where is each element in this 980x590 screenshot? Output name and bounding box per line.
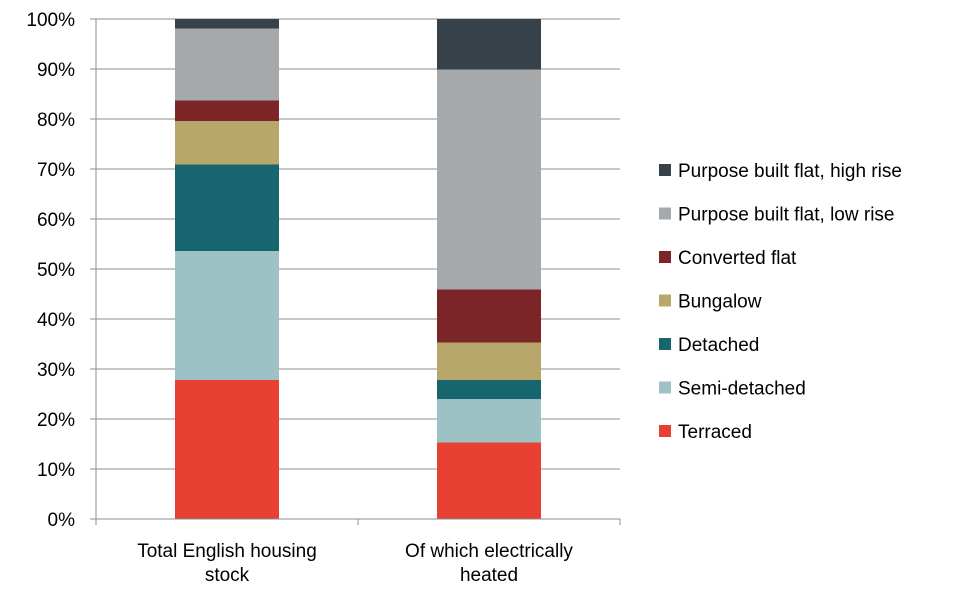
y-tick-label: 10% bbox=[37, 460, 75, 481]
y-tick-label: 50% bbox=[37, 260, 75, 281]
legend-label: Bungalow bbox=[678, 292, 762, 313]
legend-item: Purpose built flat, high rise bbox=[659, 161, 902, 182]
y-tick-label: 60% bbox=[37, 210, 75, 231]
x-category-label: Total English housing stock bbox=[137, 541, 317, 586]
y-tick-label: 20% bbox=[37, 410, 75, 431]
legend-label: Converted flat bbox=[678, 248, 797, 269]
axes bbox=[90, 18, 621, 525]
legend-swatch bbox=[659, 338, 671, 350]
legend-swatch bbox=[659, 164, 671, 176]
gridlines bbox=[96, 18, 620, 470]
legend-swatch bbox=[659, 381, 671, 394]
bar-segment-purpose-built-flat-high-rise bbox=[437, 19, 541, 70]
legend-swatch bbox=[659, 207, 671, 220]
legend-label: Detached bbox=[678, 335, 759, 356]
y-tick-label: 80% bbox=[37, 110, 75, 131]
legend-item: Purpose built flat, low rise bbox=[659, 205, 895, 226]
bar-segment-bungalow bbox=[175, 121, 279, 165]
legend: Purpose built flat, high rise Purpose bui… bbox=[659, 161, 902, 443]
bar-segment-terraced bbox=[175, 380, 279, 519]
y-tick-label: 70% bbox=[37, 160, 75, 181]
legend-label: Terraced bbox=[678, 422, 752, 443]
bar-segment-purpose-built-flat-low-rise bbox=[437, 69, 541, 290]
x-category-label: Of which electrically heated bbox=[405, 541, 573, 586]
bar-segment-converted-flat bbox=[437, 289, 541, 343]
bar-segment-converted-flat bbox=[175, 100, 279, 121]
legend-swatch bbox=[659, 251, 671, 263]
legend-label: Purpose built flat, high rise bbox=[678, 161, 902, 182]
bars bbox=[175, 19, 541, 519]
bar-segment-detached bbox=[175, 164, 279, 251]
y-tick-label: 40% bbox=[37, 310, 75, 331]
x-category-label-line: Of which electrically bbox=[405, 541, 573, 562]
legend-label: Semi-detached bbox=[678, 379, 806, 400]
legend-item: Detached bbox=[659, 335, 759, 356]
legend-item: Semi-detached bbox=[659, 379, 806, 400]
x-axis-category-labels: Total English housing stock Of which elect… bbox=[137, 541, 573, 586]
y-tick-label: 30% bbox=[37, 360, 75, 381]
bar-segment-purpose-built-flat-high-rise bbox=[175, 19, 279, 29]
y-tick-label: 0% bbox=[48, 510, 76, 531]
legend-swatch bbox=[659, 425, 671, 437]
y-tick-label: 100% bbox=[26, 10, 75, 31]
legend-label: Purpose built flat, low rise bbox=[678, 205, 895, 226]
bar-segment-terraced bbox=[437, 442, 541, 519]
legend-item: Terraced bbox=[659, 422, 752, 443]
bar-segment-semi-detached bbox=[437, 399, 541, 443]
bar-segment-bungalow bbox=[437, 342, 541, 380]
bar-segment-detached bbox=[437, 380, 541, 399]
x-category-label-line: stock bbox=[205, 565, 250, 586]
y-tick-label: 90% bbox=[37, 60, 75, 81]
legend-item: Converted flat bbox=[659, 248, 797, 269]
x-category-label-line: Total English housing bbox=[137, 541, 317, 562]
x-category-label-line: heated bbox=[460, 565, 518, 586]
legend-swatch bbox=[659, 294, 671, 307]
y-axis-tick-labels: 0% 10% 20% 30% 40% 50% 60% 70% 80% 90% 100% bbox=[26, 10, 75, 531]
bar-segment-purpose-built-flat-low-rise bbox=[175, 28, 279, 101]
bar-segment-semi-detached bbox=[175, 251, 279, 380]
legend-item: Bungalow bbox=[659, 292, 762, 313]
